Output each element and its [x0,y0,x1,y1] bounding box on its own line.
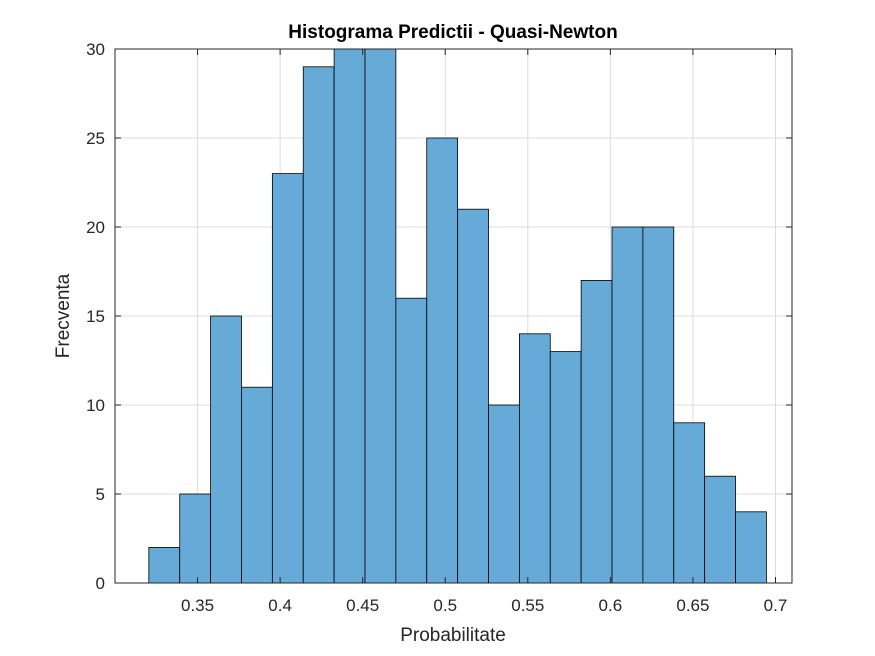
y-axis-label: Frecventa [53,273,74,358]
histogram-bar [611,226,644,584]
histogram-bar [333,48,366,584]
x-tick-label: 0.55 [511,596,544,615]
y-tick-label: 5 [96,485,105,504]
x-tick-label: 0.6 [599,596,623,615]
x-tick-label: 0.35 [181,596,214,615]
histogram-bar [426,137,459,584]
histogram-bar [241,386,273,584]
y-tick-label: 0 [96,574,105,593]
histogram-bar [210,315,242,584]
x-tick-label: 0.4 [268,596,292,615]
histogram-bar [364,48,397,584]
histogram-bar [395,297,428,584]
tick-marks [115,48,792,584]
y-tick-labels: 0 5 10 15 20 25 30 [86,40,105,593]
x-tick-labels: 0.35 0.4 0.45 0.5 0.55 0.6 0.65 0.7 [181,596,787,615]
histogram-bar [457,208,489,584]
histogram-bar [735,511,767,584]
histogram-bars [148,48,767,584]
histogram-bar [179,493,212,584]
y-tick-label: 10 [86,396,105,415]
x-axis-label: Probabilitate [400,625,506,646]
y-tick-label: 15 [86,307,105,326]
chart-title: Histograma Predictii - Quasi-Newton [288,22,617,43]
y-tick-label: 20 [86,218,105,237]
histogram-bar [518,333,551,584]
histogram-bar [580,279,613,584]
x-tick-label: 0.65 [676,596,709,615]
y-tick-label: 25 [86,129,105,148]
x-tick-label: 0.45 [346,596,379,615]
histogram-bar [148,547,181,584]
x-tick-label: 0.7 [764,596,788,615]
histogram-bar [488,404,520,584]
histogram-bar [549,351,582,584]
histogram-bar [271,173,304,584]
x-tick-label: 0.5 [433,596,457,615]
histogram-bar [704,475,736,584]
y-tick-label: 30 [86,40,105,59]
histogram-bar [302,66,335,584]
histogram-bar [673,422,706,584]
histogram-bar [642,226,675,584]
